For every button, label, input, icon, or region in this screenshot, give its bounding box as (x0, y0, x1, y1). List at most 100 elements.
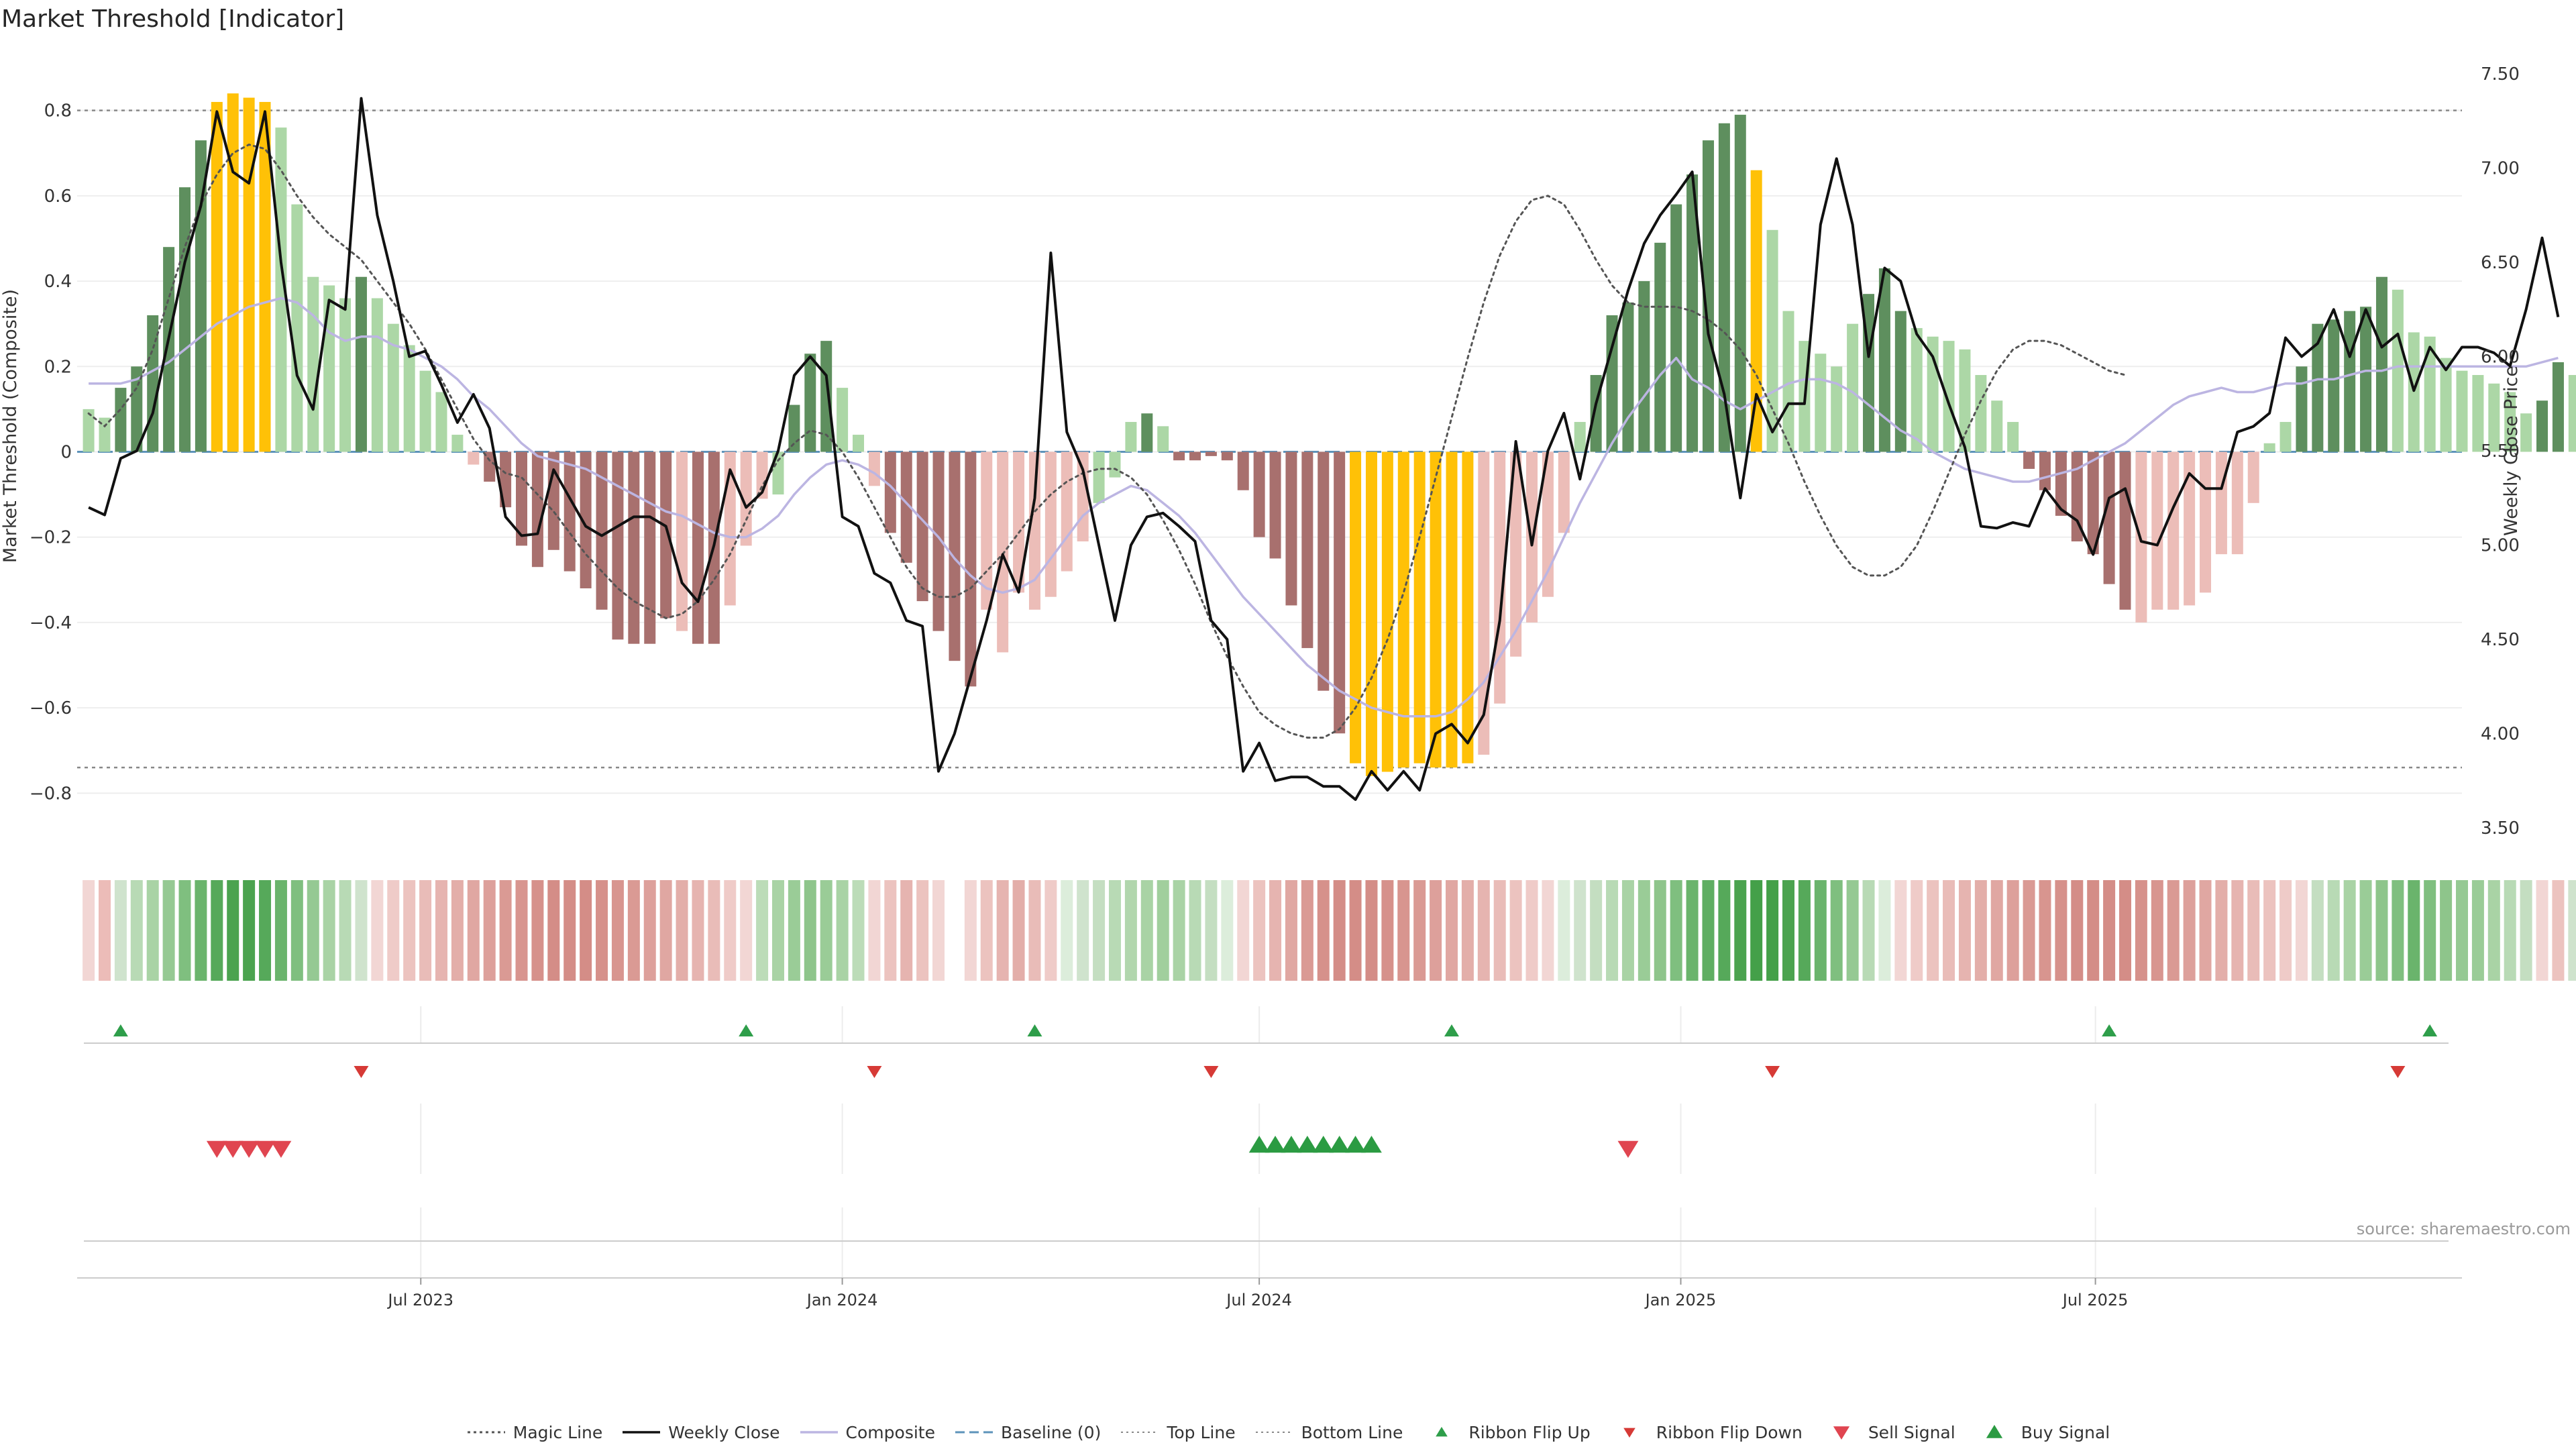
composite-bar (1750, 170, 1762, 452)
composite-bar (1831, 366, 1843, 452)
ribbon-flip-up-marker (113, 1024, 128, 1036)
ribbon-cell (836, 880, 849, 981)
composite-bar (2344, 311, 2356, 452)
composite-bar (2055, 451, 2067, 516)
composite-bar (516, 451, 528, 546)
composite-bar (1510, 451, 1522, 657)
ribbon-cell (2552, 880, 2565, 981)
ribbon-cell (900, 880, 913, 981)
composite-bar (1253, 451, 1265, 537)
composite-bar (1766, 229, 1778, 452)
ribbon-cell (916, 880, 929, 981)
ribbon-flip-down-marker (1765, 1066, 1780, 1078)
composite-bar (387, 323, 399, 452)
ribbon-cell (2135, 880, 2147, 981)
ribbon-flip-down-marker (867, 1066, 882, 1078)
ribbon-cell (2504, 880, 2516, 981)
ribbon-cell (547, 880, 560, 981)
composite-bar (1702, 140, 1714, 452)
ribbon-cell (1525, 880, 1538, 981)
composite-bar (1157, 426, 1169, 452)
gridlines (77, 109, 2462, 1278)
composite-bar (500, 451, 512, 508)
ribbon-cell (2279, 880, 2292, 981)
composite-bar (1173, 451, 1185, 461)
ribbon-cell (1509, 880, 1522, 981)
ribbon-cell (1958, 880, 1971, 981)
weekly-close-line (88, 97, 2560, 801)
buy-signal-marker (1313, 1136, 1334, 1153)
composite-bar (2536, 400, 2548, 452)
composite-line (89, 297, 2559, 718)
composite-bar (275, 127, 287, 452)
legend-item-buy: Buy Signal (1974, 1423, 2110, 1442)
ribbon-cell (1397, 880, 1410, 981)
ribbon-cell (868, 880, 881, 981)
composite-bar (1334, 451, 1346, 734)
sell-signal-marker (206, 1140, 227, 1158)
ribbon-flip-up-marker (1444, 1024, 1459, 1036)
composite-bar (1221, 451, 1233, 461)
ribbon-cell (1333, 880, 1346, 981)
composite-bar (2200, 451, 2212, 593)
composite-bar (1285, 451, 1297, 606)
composite-bar (853, 435, 865, 452)
composite-bar (1301, 451, 1313, 649)
composite-bar (884, 451, 896, 533)
ribbon-cell (1638, 880, 1650, 981)
composite-bar (1205, 451, 1217, 456)
composite-bar (484, 451, 496, 482)
y-tick-label: 0 (60, 443, 72, 463)
ribbon-cell (1301, 880, 1313, 981)
composite-bar (1558, 451, 1570, 533)
ribbon-cell (1846, 880, 1859, 981)
ribbon-cell (274, 880, 287, 981)
ribbon-cell (804, 880, 816, 981)
ribbon-cell (1830, 880, 1843, 981)
ribbon-cell (1574, 880, 1587, 981)
legend-swatch (1833, 1426, 1849, 1440)
ribbon-flip-up-marker (2422, 1024, 2438, 1036)
ribbon-cell (1124, 880, 1137, 981)
composite-bar (468, 451, 480, 465)
buy-signal-marker (1345, 1136, 1366, 1153)
x-tick-label: Jan 2024 (806, 1291, 878, 1309)
legend-swatch (800, 1431, 838, 1434)
ribbon-cell (2215, 880, 2228, 981)
y2-tick-label: 5.50 (2481, 441, 2520, 462)
ribbon-cell (2151, 880, 2163, 981)
composite-bar (676, 451, 688, 631)
ribbon-cell (2375, 880, 2388, 981)
ribbon-cell (435, 880, 447, 981)
composite-bar (2552, 362, 2564, 452)
composite-bar (1413, 451, 1426, 763)
composite-bar (259, 101, 271, 452)
ribbon-cell (1189, 880, 1201, 981)
composite-bar (1878, 268, 1890, 452)
ribbon-cell (643, 880, 656, 981)
composite-bar (2408, 332, 2420, 452)
ribbon-cell (2520, 880, 2532, 981)
composite-bar (2119, 451, 2131, 610)
ribbon-cell (387, 880, 400, 981)
ribbon-cell (499, 880, 512, 981)
buy-signal-marker (1297, 1136, 1318, 1153)
ribbon-flip-up-marker (739, 1024, 754, 1036)
ribbon-cell (1718, 880, 1731, 981)
ribbon-cell (1477, 880, 1490, 981)
legend-swatch (1436, 1427, 1448, 1437)
y-tick-label: 0.4 (44, 272, 72, 292)
x-tick-label: Jan 2025 (1644, 1291, 1717, 1309)
ribbon-cell (1140, 880, 1153, 981)
ribbon-cell (451, 880, 464, 981)
ribbon-cell (323, 880, 335, 981)
legend-item-composite: Composite (799, 1423, 935, 1442)
ribbon-cell (1670, 880, 1682, 981)
y2-tick-label: 3.50 (2481, 818, 2520, 839)
ribbon-cell (1911, 880, 1923, 981)
ribbon-cell (980, 880, 993, 981)
ribbon-cell (290, 880, 303, 981)
ribbon-cell (659, 880, 672, 981)
ribbon-cell (2440, 880, 2453, 981)
ribbon-cell (2006, 880, 2019, 981)
